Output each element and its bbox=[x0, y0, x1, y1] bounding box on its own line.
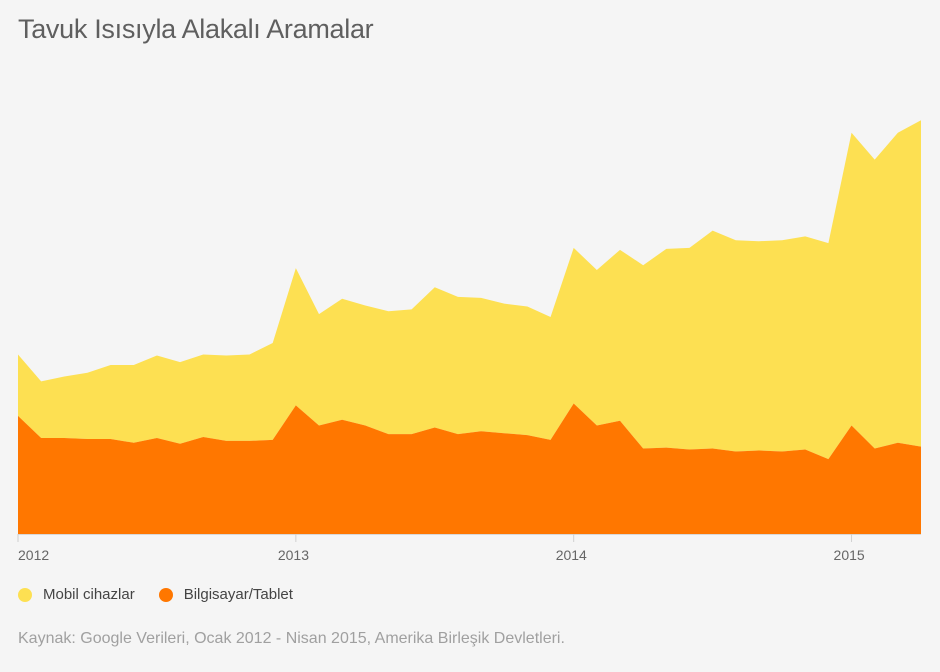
source-note: Kaynak: Google Verileri, Ocak 2012 - Nis… bbox=[18, 630, 565, 647]
x-tick-label: 2014 bbox=[556, 547, 587, 563]
area-mobil-cihazlar bbox=[18, 120, 921, 460]
chart-title: Tavuk Isısıyla Alakalı Aramalar bbox=[18, 14, 374, 44]
legend-item-mobile[interactable]: Mobil cihazlar bbox=[18, 586, 135, 603]
x-tick-label: 2012 bbox=[18, 547, 49, 563]
legend-label-desktop: Bilgisayar/Tablet bbox=[183, 586, 293, 603]
x-tick-label: 2013 bbox=[278, 547, 309, 563]
x-tick-label: 2015 bbox=[834, 547, 865, 563]
legend-swatch-desktop bbox=[158, 587, 173, 602]
legend-label-mobile: Mobil cihazlar bbox=[43, 586, 135, 603]
x-axis-ticks: 2012 2013 2014 2015 bbox=[17, 534, 865, 563]
area-bilgisayar-tablet bbox=[18, 403, 921, 534]
legend-item-desktop[interactable]: Bilgisayar/Tablet bbox=[158, 586, 293, 603]
chart-legend: Mobil cihazlar Bilgisayar/Tablet bbox=[18, 586, 317, 603]
legend-swatch-mobile bbox=[18, 587, 32, 602]
area-layer bbox=[18, 120, 921, 534]
